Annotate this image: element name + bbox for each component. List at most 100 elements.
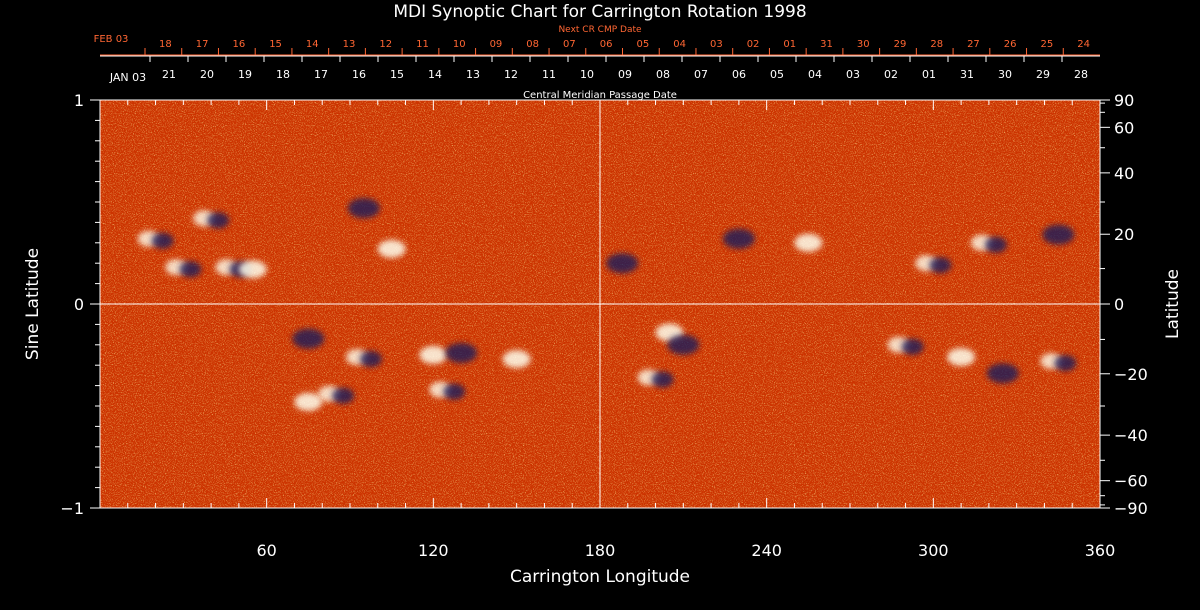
right-tick-label: −40: [1114, 426, 1148, 445]
negative-flux-region: [722, 228, 755, 249]
cmp-date-label: 15: [390, 68, 404, 81]
cmp-date-label: 30: [998, 68, 1012, 81]
next-cmp-date-label: 25: [1041, 39, 1054, 50]
cmp-date-label: 11: [542, 68, 556, 81]
left-axis-label: Sine Latitude: [23, 248, 43, 360]
next-cmp-date-label: 29: [894, 39, 907, 50]
cmp-date-label: 14: [428, 68, 442, 81]
right-tick-label: 20: [1114, 225, 1134, 244]
right-tick-label: −90: [1114, 499, 1148, 518]
x-axis: 60 120 180 240 300 360: [127, 100, 1116, 560]
positive-flux-region: [377, 239, 406, 258]
positive-flux-region: [947, 348, 976, 367]
next-axis-label: Next CR CMP Date: [558, 25, 642, 35]
next-cmp-date-label: 08: [526, 39, 539, 50]
cmp-date-label: 18: [276, 68, 290, 81]
active-regions: [137, 198, 1077, 411]
negative-flux-region: [606, 253, 639, 274]
cmp-dates: 21 20 19 18 17 16 15 14 13 12 11 10 09 08 07 06 05 04 03 02…: [149, 56, 1088, 81]
next-cmp-date-label: 03: [710, 39, 723, 50]
cmp-date-label: 21: [162, 68, 176, 81]
x-tick-label: 240: [751, 541, 782, 560]
next-cmp-date-label: 05: [636, 39, 649, 50]
x-tick-label: 180: [585, 541, 616, 560]
cmp-date-label: 13: [466, 68, 480, 81]
next-cmp-date-label: 11: [416, 39, 429, 50]
next-cmp-date-label: 04: [673, 39, 686, 50]
cmp-axis-label: Central Meridian Passage Date: [523, 90, 677, 101]
x-tick-label: 300: [918, 541, 949, 560]
right-tick-label: −20: [1114, 365, 1148, 384]
next-cmp-date-label: 07: [563, 39, 576, 50]
x-tick-label: 120: [418, 541, 449, 560]
next-cmp-date-label: 17: [196, 39, 209, 50]
negative-flux-region: [292, 328, 325, 349]
cmp-date-label: 04: [808, 68, 822, 81]
cmp-date-label: 08: [656, 68, 670, 81]
positive-flux-region: [419, 346, 448, 364]
next-cmp-date-label: 10: [453, 39, 466, 50]
right-tick-label: 0: [1114, 295, 1124, 314]
next-cmp-date-label: 15: [269, 39, 282, 50]
negative-flux-region: [651, 371, 674, 388]
next-cmp-date-label: 18: [159, 39, 172, 50]
negative-flux-region: [359, 351, 382, 368]
cmp-date-label: 01: [922, 68, 936, 81]
next-cmp-date-label: 02: [747, 39, 760, 50]
negative-flux-region: [179, 261, 202, 278]
negative-flux-region: [901, 338, 924, 355]
negative-flux-region: [667, 334, 700, 355]
cmp-date-label: 06: [732, 68, 746, 81]
positive-flux-region: [502, 350, 531, 369]
cmp-date-label: 20: [200, 68, 214, 81]
cmp-date-label: 17: [314, 68, 328, 81]
next-cmp-date-label: 09: [490, 39, 503, 50]
cmp-month-label: JAN 03: [109, 71, 146, 84]
positive-flux-region: [238, 260, 267, 279]
negative-flux-region: [1054, 355, 1077, 372]
next-cmp-date-label: 01: [783, 39, 796, 50]
cmp-date-label: 10: [580, 68, 594, 81]
next-cmp-date-label: 28: [930, 39, 943, 50]
right-axis-label: Latitude: [1163, 269, 1183, 339]
x-tick-label: 60: [256, 541, 276, 560]
next-cmp-date-label: 27: [967, 39, 980, 50]
left-axis: 1 0 −1: [60, 91, 100, 518]
negative-flux-region: [347, 198, 380, 219]
left-tick-label: −1: [60, 499, 84, 518]
left-tick-label: 1: [74, 91, 84, 110]
next-cmp-date-label: 14: [306, 39, 319, 50]
x-axis-label: Carrington Longitude: [510, 567, 690, 587]
cmp-date-label: 02: [884, 68, 898, 81]
right-tick-label: 40: [1114, 164, 1134, 183]
right-axis: 90 60 40 20 0 −20 −40 −60 −90: [1100, 91, 1148, 518]
negative-flux-region: [332, 387, 355, 404]
next-cmp-date-label: 30: [857, 39, 870, 50]
x-tick-label: 360: [1085, 541, 1116, 560]
negative-flux-region: [443, 383, 466, 400]
next-cmp-date-label: 24: [1077, 39, 1090, 50]
cmp-date-label: 28: [1074, 68, 1088, 81]
next-cmp-date-label: 12: [379, 39, 392, 50]
cmp-date-label: 07: [694, 68, 708, 81]
negative-flux-region: [207, 212, 230, 229]
cmp-date-label: 12: [504, 68, 518, 81]
cmp-date-label: 09: [618, 68, 632, 81]
negative-flux-region: [986, 363, 1019, 384]
right-tick-label: 90: [1114, 91, 1134, 110]
positive-flux-region: [294, 392, 323, 411]
positive-flux-region: [794, 233, 823, 252]
negative-flux-region: [1042, 224, 1075, 245]
cmp-date-label: 19: [238, 68, 252, 81]
chart-title: MDI Synoptic Chart for Carrington Rotati…: [393, 2, 806, 22]
negative-flux-region: [445, 342, 478, 363]
cmp-date-label: 16: [352, 68, 366, 81]
right-tick-label: −60: [1114, 472, 1148, 491]
negative-flux-region: [151, 232, 174, 249]
next-cmp-date-label: 13: [343, 39, 356, 50]
next-cmp-date-label: 26: [1004, 39, 1017, 50]
next-cmp-date-label: 06: [600, 39, 613, 50]
next-month-label: FEB 03: [94, 34, 129, 45]
next-cmp-date-label: 31: [820, 39, 833, 50]
